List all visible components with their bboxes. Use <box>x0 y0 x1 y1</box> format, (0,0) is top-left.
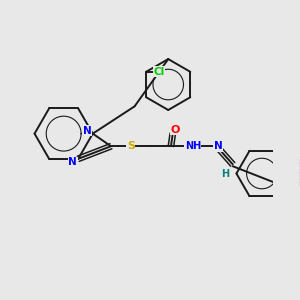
Text: N: N <box>83 126 92 136</box>
Text: NH: NH <box>185 141 201 151</box>
Text: F: F <box>298 159 300 170</box>
Text: O: O <box>171 125 180 135</box>
Text: F: F <box>298 169 300 178</box>
Text: Cl: Cl <box>153 67 164 77</box>
Text: S: S <box>127 141 135 151</box>
Text: H: H <box>221 169 230 178</box>
Text: N: N <box>68 158 77 167</box>
Text: N: N <box>214 141 223 151</box>
Text: F: F <box>298 178 300 188</box>
